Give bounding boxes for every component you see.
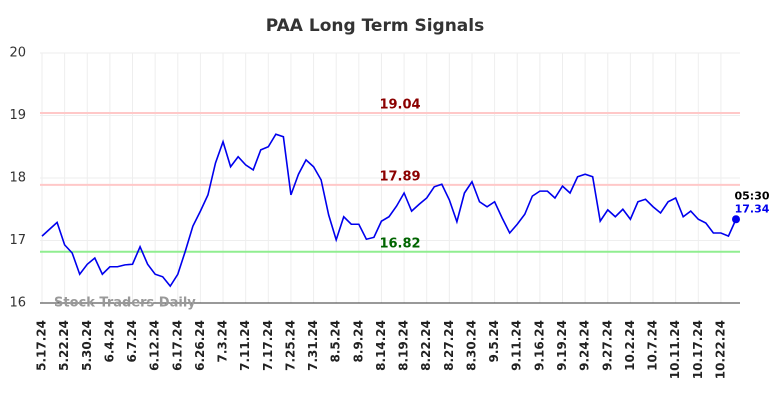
y-tick-label: 16 <box>9 296 26 311</box>
x-tick-label: 6.26.24 <box>193 320 207 371</box>
x-tick-label: 10.7.24 <box>646 320 660 371</box>
x-tick-label: 5.30.24 <box>80 320 94 371</box>
x-tick-label: 6.17.24 <box>170 320 184 371</box>
x-tick-label: 8.19.24 <box>397 320 411 371</box>
x-tick-label: 6.4.24 <box>102 320 116 363</box>
x-tick-label: 7.11.24 <box>238 320 252 371</box>
x-tick-label: 7.25.24 <box>283 320 297 371</box>
x-tick-label: 8.5.24 <box>329 320 343 363</box>
y-tick-label: 20 <box>9 46 26 61</box>
x-tick-label: 9.11.24 <box>510 320 524 371</box>
x-tick-label: 9.27.24 <box>600 320 614 371</box>
x-tick-label: 7.3.24 <box>216 320 230 363</box>
x-tick-label: 5.17.24 <box>35 320 49 371</box>
x-tick-label: 7.31.24 <box>306 320 320 371</box>
x-tick-label: 9.5.24 <box>487 320 501 363</box>
reference-label: 16.82 <box>379 236 420 251</box>
y-tick-label: 19 <box>9 108 26 123</box>
last-time: 05:30 <box>734 189 769 202</box>
x-tick-label: 8.30.24 <box>464 320 478 371</box>
chart-title: PAA Long Term Signals <box>266 16 484 36</box>
x-tick-label: 8.14.24 <box>374 320 388 371</box>
y-tick-label: 17 <box>9 233 26 248</box>
line-series <box>41 133 737 288</box>
x-tick-label: 10.22.24 <box>713 320 727 379</box>
y-tick-label: 18 <box>9 171 26 186</box>
x-tick-label: 7.17.24 <box>261 320 275 371</box>
reference-label: 17.89 <box>379 169 420 184</box>
x-tick-label: 9.19.24 <box>555 320 569 371</box>
x-tick-label: 6.7.24 <box>125 320 139 363</box>
last-point <box>732 215 740 224</box>
x-tick-label: 8.22.24 <box>419 320 433 371</box>
x-tick-label: 8.27.24 <box>442 320 456 371</box>
x-tick-label: 10.2.24 <box>623 320 637 371</box>
x-tick-label: 10.17.24 <box>691 320 705 379</box>
watermark: Stock Traders Daily <box>54 296 196 311</box>
x-tick-label: 9.16.24 <box>532 320 546 371</box>
reference-label: 19.04 <box>379 98 420 113</box>
x-tick-label: 8.9.24 <box>351 320 365 363</box>
x-tick-label: 6.12.24 <box>148 320 162 371</box>
x-tick-label: 9.24.24 <box>578 320 592 371</box>
last-value: 17.34 <box>735 202 770 215</box>
x-tick-label: 5.22.24 <box>57 320 71 371</box>
x-tick-label: 10.11.24 <box>668 320 682 379</box>
